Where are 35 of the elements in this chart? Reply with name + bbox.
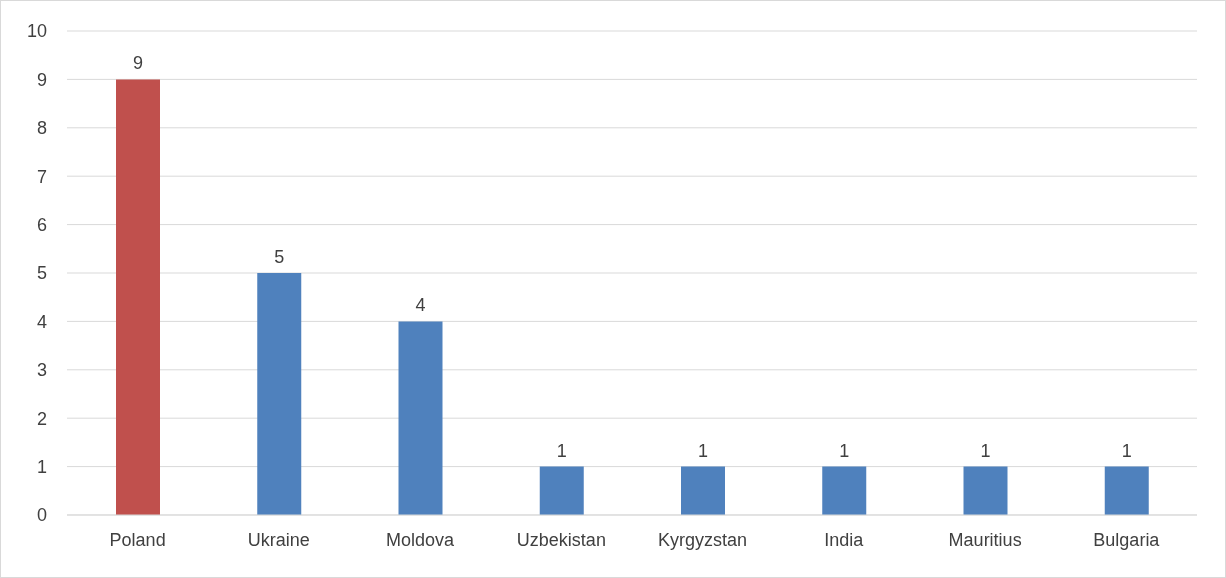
data-label: 1 (839, 440, 850, 461)
bar (398, 321, 443, 515)
y-tick-label: 3 (36, 360, 47, 381)
bar (1104, 466, 1149, 515)
y-tick-label: 1 (36, 456, 47, 477)
bar (116, 79, 160, 515)
y-tick-label: 7 (36, 166, 47, 187)
y-tick-label: 6 (36, 214, 47, 235)
x-tick-label: Poland (109, 529, 166, 550)
bar (539, 466, 584, 515)
data-label: 4 (415, 295, 426, 316)
x-tick-label: India (824, 529, 865, 550)
x-tick-label: Ukraine (247, 529, 310, 550)
data-label: 9 (132, 53, 144, 74)
bar (963, 466, 1008, 515)
data-label: 1 (980, 440, 991, 461)
data-label: 5 (274, 247, 285, 267)
data-label: 1 (697, 440, 709, 461)
data-label: 1 (1121, 440, 1132, 461)
y-tick-label: 5 (36, 263, 47, 284)
bar (822, 466, 867, 515)
x-tick-label: Mauritius (948, 529, 1022, 550)
x-tick-label: Uzbekistan (516, 529, 606, 550)
bar (257, 273, 302, 515)
y-tick-label: 4 (36, 311, 47, 332)
bar (681, 466, 725, 515)
y-tick-label: 10 (26, 21, 47, 42)
x-tick-label: Kyrgyzstan (658, 529, 748, 550)
y-tick-label: 9 (36, 69, 47, 90)
y-tick-label: 8 (36, 118, 47, 139)
x-tick-label: Moldova (386, 529, 456, 550)
data-label: 1 (556, 440, 567, 461)
x-tick-label: Bulgaria (1093, 529, 1161, 550)
y-tick-label: 0 (36, 505, 47, 526)
y-tick-label: 2 (36, 408, 47, 429)
